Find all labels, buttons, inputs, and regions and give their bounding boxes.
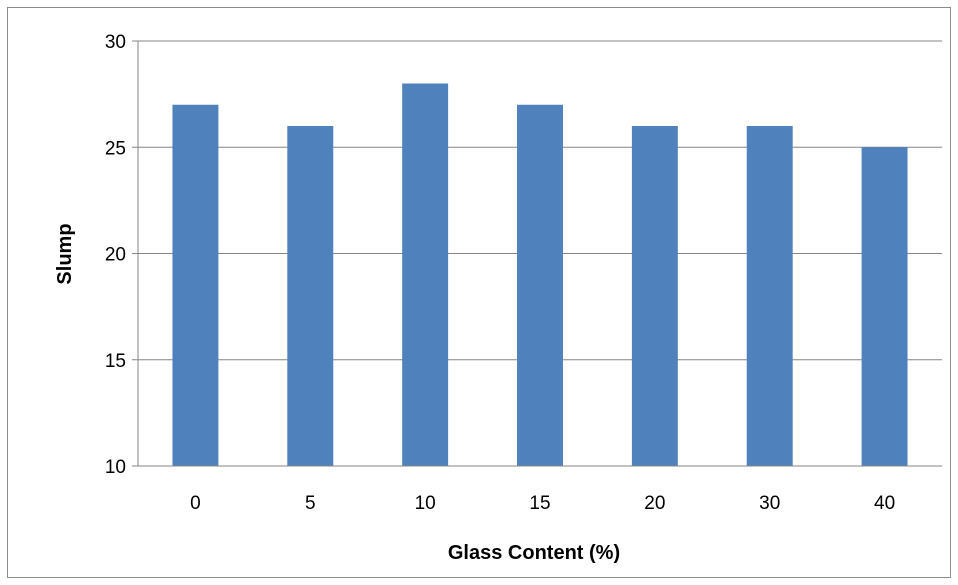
bar-15 [517,104,563,466]
x-tick-label: 5 [305,493,316,514]
y-tick-label: 30 [105,32,126,53]
bar-30 [746,126,793,466]
y-tick-label: 15 [105,351,126,372]
bar-0 [172,104,219,466]
chart-frame [7,7,951,578]
bars [172,83,908,466]
y-tick-label: 20 [105,245,126,266]
x-tick-label: 15 [529,493,550,514]
y-axis-title: Slump [54,223,76,284]
axes [132,40,942,467]
x-tick-label: 40 [874,493,895,514]
bar-20 [631,126,678,466]
x-tick-label: 0 [190,493,201,514]
x-tick-labels: 0 5 10 15 20 30 40 [190,493,895,514]
x-axis-title: Glass Content (%) [448,542,620,564]
y-tick-label: 25 [105,138,126,159]
bar-5 [287,126,334,466]
y-tick-labels: 10 15 20 25 30 [105,32,126,478]
x-tick-label: 20 [644,493,665,514]
x-tick-label: 10 [415,493,436,514]
bar-40 [861,147,908,466]
y-tick-label: 10 [105,457,126,478]
x-tick-label: 30 [759,493,780,514]
bar-10 [402,83,449,466]
